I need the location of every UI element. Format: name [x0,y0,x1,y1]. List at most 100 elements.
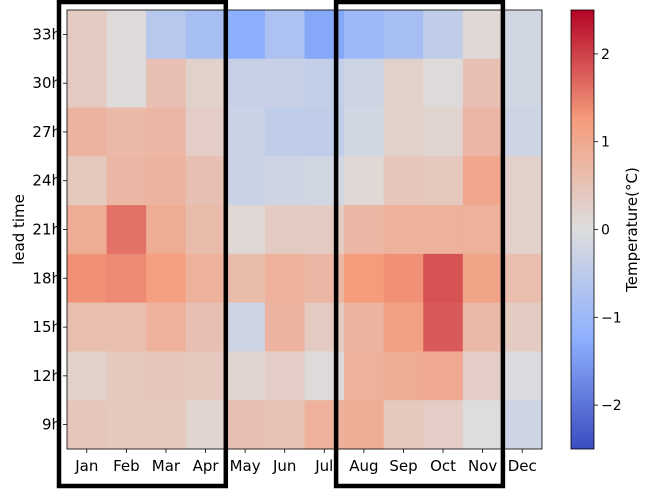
x-tick-label-nov: Nov [468,457,497,475]
heatmap-cell-18h-oct [423,253,464,304]
heatmap-cell-24h-mar [146,156,187,206]
heatmap-cell-9h-jun [264,400,305,450]
heatmap-cell-15h-jul [304,302,345,352]
heatmap-cell-12h-apr [185,351,226,401]
heatmap-cell-33h-jul [304,10,345,60]
heatmap-cell-24h-nov [462,156,503,206]
heatmap-cell-33h-feb [106,10,147,60]
heatmap-cell-21h-feb [106,205,147,255]
heatmap-cell-27h-jun [264,107,305,157]
heatmap-cell-27h-apr [185,107,226,157]
heatmap-cell-33h-may [225,10,266,60]
x-tick-label-jan: Jan [74,457,98,475]
heatmap-cell-18h-jan [67,253,107,304]
heatmap-cell-15h-may [225,302,266,352]
heatmap-cell-27h-jan [67,107,107,157]
heatmap-cell-24h-oct [423,156,464,206]
heatmap-cell-18h-jun [264,253,305,304]
heatmap-cell-12h-aug [344,351,385,401]
heatmap-cell-9h-apr [185,400,226,450]
heatmap-cell-33h-nov [462,10,503,60]
heatmap-cell-30h-feb [106,58,147,108]
heatmap-cell-21h-jul [304,205,345,255]
heatmap-cell-33h-oct [423,10,464,60]
x-tick-label-jul: Jul [314,457,333,475]
x-tick-label-jun: Jun [272,457,296,475]
x-tick-label-oct: Oct [430,457,456,475]
x-tick-label-apr: Apr [193,457,220,475]
y-tick-label-21h: 21h [32,221,61,239]
heatmap-cell-24h-apr [185,156,226,206]
x-tick-label-mar: Mar [152,457,181,475]
heatmap-cell-15h-sep [383,302,424,352]
heatmap-cell-27h-nov [462,107,503,157]
heatmap-cell-18h-feb [106,253,147,304]
x-tick-label-dec: Dec [508,457,537,475]
x-tick-label-aug: Aug [349,457,378,475]
heatmap-cell-30h-jun [264,58,305,108]
heatmap-cell-24h-jan [67,156,107,206]
heatmap-cell-9h-jan [67,400,107,450]
heatmap-cell-24h-jun [264,156,305,206]
heatmap-cell-15h-feb [106,302,147,352]
highlight-boxes [56,0,506,489]
heatmap-cell-18h-nov [462,253,503,304]
heatmap-cell-24h-may [225,156,266,206]
heatmap-cell-24h-aug [344,156,385,206]
heatmap-cell-30h-jul [304,58,345,108]
heatmap-cell-27h-sep [383,107,424,157]
heatmap-cell-15h-aug [344,302,385,352]
heatmap-cell-15h-nov [462,302,503,352]
heatmap-cell-24h-sep [383,156,424,206]
heatmap-cell-9h-oct [423,400,464,450]
colorbar-tick-label-0: −2 [601,398,622,414]
heatmap-cell-21h-oct [423,205,464,255]
heatmap-cell-12h-dec [502,351,543,401]
heatmap-cell-9h-nov [462,400,503,450]
heatmap-cell-12h-jun [264,351,305,401]
x-tick-label-sep: Sep [389,457,417,475]
heatmap-cell-33h-aug [344,10,385,60]
heatmap-cell-30h-dec [502,58,543,108]
heatmap-cell-24h-feb [106,156,147,206]
heatmap-cell-30h-oct [423,58,464,108]
y-tick-label-27h: 27h [32,123,61,141]
heatmap-cell-15h-jan [67,302,107,352]
heatmap-cell-12h-jul [304,351,345,401]
heatmap-cell-33h-jan [67,10,107,60]
heatmap-cell-12h-jan [67,351,107,401]
colorbar [570,9,595,450]
y-tick-label-24h: 24h [32,172,61,190]
heatmap-cell-30h-aug [344,58,385,108]
x-tick-label-feb: Feb [113,457,140,475]
heatmap-cell-15h-dec [502,302,543,352]
heatmap-cell-33h-mar [146,10,187,60]
heatmap-cell-24h-dec [502,156,543,206]
heatmap-cell-30h-nov [462,58,503,108]
heatmap-cell-9h-jul [304,400,345,450]
heatmap-cell-27h-aug [344,107,385,157]
heatmap-cell-15h-jun [264,302,305,352]
heatmap-cell-21h-jun [264,205,305,255]
heatmap-cell-9h-mar [146,400,187,450]
heatmap-cell-12h-feb [106,351,147,401]
y-tick-label-18h: 18h [32,269,61,287]
colorbar-ticks: −2 −1 0 1 2 [594,47,622,414]
y-tick-label-9h: 9h [42,416,61,434]
highlight-box-1 [56,0,229,489]
heatmap-cell-27h-feb [106,107,147,157]
heatmap-cell-18h-apr [185,253,226,304]
heatmap-cell-12h-oct [423,351,464,401]
heatmap-cell-21h-aug [344,205,385,255]
heatmap-cell-33h-sep [383,10,424,60]
colorbar-tick-label-1: −1 [601,310,622,326]
heatmap-cell-27h-oct [423,107,464,157]
colorbar-label: Temperature(°C) [623,167,641,293]
heatmap-cell-9h-dec [502,400,543,450]
y-tick-label-33h: 33h [32,25,61,43]
heatmap-cells [67,10,543,450]
heatmap-cell-21h-dec [502,205,543,255]
colorbar-tick-label-3: 1 [601,135,610,151]
heatmap-cell-15h-oct [423,302,464,352]
